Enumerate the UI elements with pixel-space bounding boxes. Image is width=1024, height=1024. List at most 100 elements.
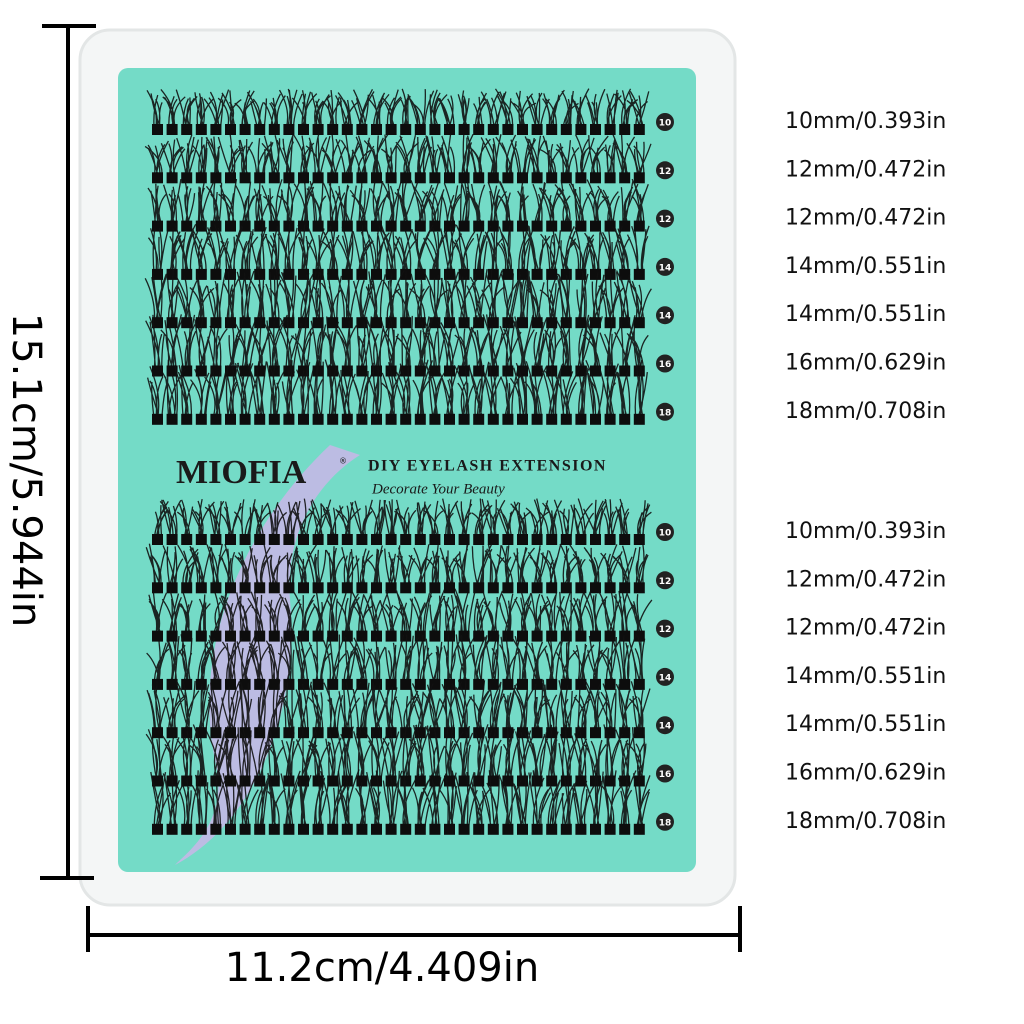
lash-root bbox=[239, 582, 251, 594]
lash-root bbox=[560, 268, 572, 280]
lash-root bbox=[327, 727, 339, 739]
lash-root bbox=[429, 124, 441, 135]
lash-root bbox=[225, 823, 236, 835]
lash-root bbox=[458, 582, 470, 594]
lash-root bbox=[458, 220, 470, 232]
lash-root bbox=[225, 317, 236, 329]
brand-name: MIOFIA bbox=[176, 454, 307, 491]
lash-root bbox=[181, 678, 193, 690]
lash-root bbox=[590, 630, 601, 642]
lash-root bbox=[531, 268, 543, 280]
lash-root bbox=[590, 365, 601, 377]
lash-root bbox=[385, 220, 397, 232]
lash-root bbox=[458, 678, 470, 690]
lash-root bbox=[268, 124, 280, 135]
lash-root bbox=[531, 317, 543, 329]
lash-root bbox=[502, 678, 514, 690]
lash-root bbox=[531, 727, 543, 739]
lash-root bbox=[225, 678, 236, 690]
lash-root bbox=[414, 317, 426, 329]
lash-root bbox=[473, 124, 485, 135]
lash-root bbox=[560, 630, 572, 642]
lash-root bbox=[195, 727, 207, 739]
lash-root bbox=[619, 124, 631, 135]
lash-root bbox=[341, 413, 353, 425]
lash-root bbox=[371, 727, 382, 739]
lash-root bbox=[312, 678, 324, 690]
lash-root bbox=[327, 172, 339, 184]
lash-root bbox=[210, 365, 222, 377]
lash-root bbox=[225, 220, 236, 232]
lash-root bbox=[517, 630, 528, 642]
lash-root bbox=[444, 630, 455, 642]
lash-root bbox=[195, 582, 207, 594]
lash-root bbox=[371, 582, 382, 594]
lash-root bbox=[517, 727, 528, 739]
lash-root bbox=[400, 124, 412, 135]
lash-root bbox=[239, 220, 251, 232]
lash-root bbox=[473, 365, 485, 377]
lash-root bbox=[604, 413, 616, 425]
lash-root bbox=[385, 630, 397, 642]
lash-root bbox=[210, 268, 222, 280]
lash-root bbox=[604, 823, 616, 835]
lash-root bbox=[254, 775, 266, 787]
lash-fibers bbox=[150, 769, 651, 831]
lash-root bbox=[560, 124, 572, 135]
lash-root bbox=[531, 220, 543, 232]
lash-root bbox=[225, 727, 236, 739]
lash-root bbox=[283, 365, 295, 377]
lash-root bbox=[181, 630, 193, 642]
lash-fibers bbox=[144, 133, 652, 179]
length-badge bbox=[656, 523, 674, 541]
lash-root bbox=[633, 220, 645, 232]
lash-fibers bbox=[144, 269, 652, 324]
lash-root bbox=[458, 413, 470, 425]
lash-root bbox=[517, 365, 528, 377]
lash-root bbox=[590, 823, 601, 835]
lash-root bbox=[225, 268, 236, 280]
length-badge-text: 18 bbox=[659, 408, 672, 418]
lash-root bbox=[458, 727, 470, 739]
lash-root bbox=[414, 678, 426, 690]
lash-root bbox=[517, 823, 528, 835]
lash-root bbox=[560, 534, 572, 545]
lash-root bbox=[531, 630, 543, 642]
lash-root bbox=[152, 220, 163, 232]
lash-root bbox=[312, 823, 324, 835]
lash-root bbox=[429, 172, 441, 184]
lash-root bbox=[590, 413, 601, 425]
lash-root bbox=[283, 678, 295, 690]
length-badge bbox=[656, 257, 674, 276]
lash-root bbox=[283, 775, 295, 787]
lash-root bbox=[371, 775, 382, 787]
lash-root bbox=[633, 582, 645, 594]
lash-root bbox=[590, 172, 601, 184]
lash-root bbox=[298, 124, 309, 135]
lash-root bbox=[575, 678, 587, 690]
lash-root bbox=[341, 534, 353, 545]
lash-root bbox=[517, 534, 528, 545]
lash-root bbox=[400, 823, 412, 835]
lash-root bbox=[225, 630, 236, 642]
lash-root bbox=[166, 124, 178, 135]
lash-root bbox=[239, 413, 251, 425]
lash-root bbox=[414, 775, 426, 787]
lash-root bbox=[341, 317, 353, 329]
lash-root bbox=[604, 678, 616, 690]
lash-root bbox=[254, 268, 266, 280]
lash-root bbox=[502, 220, 514, 232]
length-badge-text: 12 bbox=[659, 577, 672, 587]
lash-root bbox=[152, 172, 163, 184]
lash-root bbox=[619, 172, 631, 184]
lash-root bbox=[590, 582, 601, 594]
lash-root bbox=[152, 268, 163, 280]
lash-root bbox=[458, 317, 470, 329]
lash-root bbox=[546, 678, 558, 690]
length-badge bbox=[656, 402, 674, 421]
lash-root bbox=[181, 582, 193, 594]
lash-root bbox=[312, 220, 324, 232]
lash-root bbox=[312, 727, 324, 739]
lash-root bbox=[604, 220, 616, 232]
lash-root bbox=[268, 823, 280, 835]
